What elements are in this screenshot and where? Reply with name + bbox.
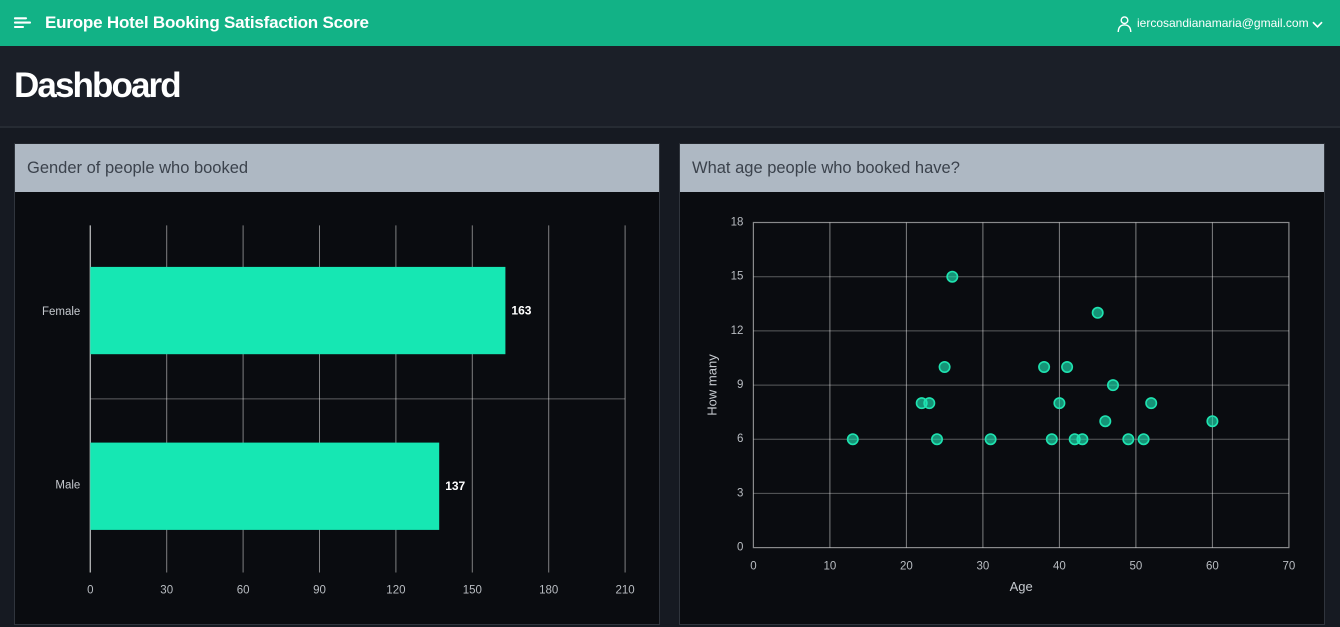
svg-text:15: 15 xyxy=(731,271,744,283)
svg-text:40: 40 xyxy=(1053,561,1066,573)
svg-text:0: 0 xyxy=(737,542,743,554)
svg-text:30: 30 xyxy=(977,561,990,573)
svg-text:18: 18 xyxy=(731,217,744,229)
svg-text:60: 60 xyxy=(1206,561,1219,573)
svg-text:0: 0 xyxy=(750,561,756,573)
svg-text:6: 6 xyxy=(737,433,743,445)
svg-text:120: 120 xyxy=(386,584,405,596)
svg-text:Male: Male xyxy=(55,480,80,492)
svg-text:How many: How many xyxy=(705,354,720,416)
svg-text:3: 3 xyxy=(737,487,743,499)
svg-text:210: 210 xyxy=(616,584,635,596)
svg-text:0: 0 xyxy=(87,584,93,596)
svg-text:163: 163 xyxy=(511,304,531,318)
svg-text:12: 12 xyxy=(731,325,744,337)
svg-text:9: 9 xyxy=(737,379,743,391)
svg-text:10: 10 xyxy=(824,561,837,573)
svg-text:150: 150 xyxy=(463,584,482,596)
svg-text:50: 50 xyxy=(1130,561,1143,573)
svg-text:70: 70 xyxy=(1283,561,1296,573)
svg-text:20: 20 xyxy=(900,561,913,573)
svg-text:Age: Age xyxy=(1010,579,1033,594)
svg-text:180: 180 xyxy=(539,584,558,596)
svg-text:90: 90 xyxy=(313,584,326,596)
svg-text:Female: Female xyxy=(42,306,80,318)
svg-text:137: 137 xyxy=(445,479,465,493)
svg-text:30: 30 xyxy=(160,584,173,596)
svg-text:60: 60 xyxy=(237,584,250,596)
